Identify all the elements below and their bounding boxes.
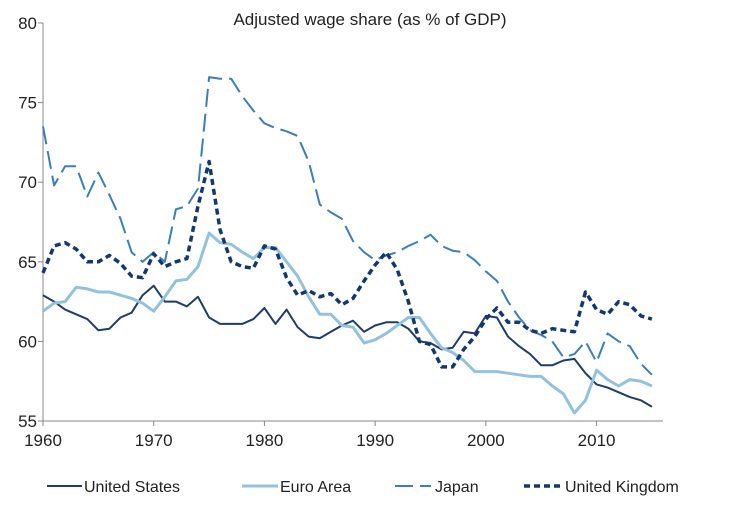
legend-item: Japan (395, 479, 479, 496)
legend-item: United States (47, 479, 180, 496)
x-tick-label: 2000 (467, 431, 505, 450)
y-tick-label: 60 (18, 332, 37, 351)
series-line-euro-area (42, 231, 653, 415)
y-tick-label: 80 (18, 14, 37, 33)
x-tick-label: 1960 (24, 431, 62, 450)
series-line-japan (42, 76, 653, 376)
axes: 55 60 65 70 75 80 1960 1970 1980 1990 2000 2010 (18, 14, 663, 450)
x-tick-label: 1970 (135, 431, 173, 450)
series-layer (41, 76, 653, 415)
x-tick-label: 2010 (578, 431, 616, 450)
legend-label: United Kingdom (565, 479, 679, 496)
series-line-united-kingdom (41, 159, 653, 369)
legend-label: Japan (435, 479, 479, 496)
legend-item: Euro Area (242, 479, 351, 496)
x-tick-label: 1990 (356, 431, 394, 450)
legend-label: United States (84, 479, 180, 496)
y-tick-label: 70 (18, 173, 37, 192)
legend: United States Euro Area Japan United Kingdo… (47, 479, 679, 496)
y-tick-label: 55 (18, 412, 37, 431)
y-tick-label: 65 (18, 253, 37, 272)
y-tick-label: 75 (18, 94, 37, 113)
legend-label: Euro Area (280, 479, 351, 496)
chart-title: Adjusted wage share (as % of GDP) (233, 10, 506, 29)
series-line-united-states (42, 284, 653, 408)
legend-item: United Kingdom (524, 479, 679, 496)
x-tick-label: 1980 (246, 431, 284, 450)
